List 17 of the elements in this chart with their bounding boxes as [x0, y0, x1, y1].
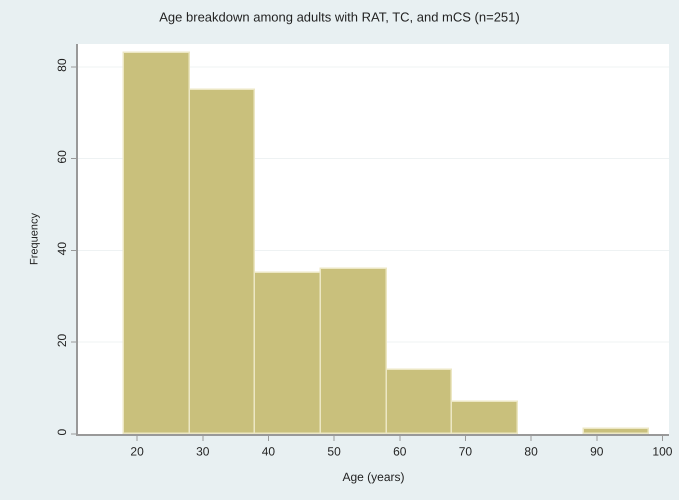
y-tick-label: 20	[55, 333, 70, 348]
x-tick-label: 40	[262, 444, 276, 458]
x-tick-label: 30	[196, 444, 210, 458]
y-tick-label: 80	[55, 58, 70, 72]
y-tick-label: 60	[55, 150, 70, 164]
x-tick-label: 70	[458, 444, 472, 458]
y-tick-label: 40	[55, 242, 70, 256]
x-tick-label: 90	[590, 444, 604, 458]
x-tick-label: 80	[524, 444, 538, 458]
y-tick-label: 0	[55, 428, 70, 436]
x-tick-label: 20	[130, 444, 144, 458]
y-axis-title: Frequency	[28, 212, 40, 265]
x-tick-label: 100	[652, 444, 673, 458]
x-axis-title: Age (years)	[342, 470, 405, 484]
x-tick-label: 50	[327, 444, 342, 458]
chart-title: Age breakdown among adults with RAT, TC, and mCS (n=251)	[159, 10, 520, 25]
x-tick-label: 60	[393, 444, 407, 458]
